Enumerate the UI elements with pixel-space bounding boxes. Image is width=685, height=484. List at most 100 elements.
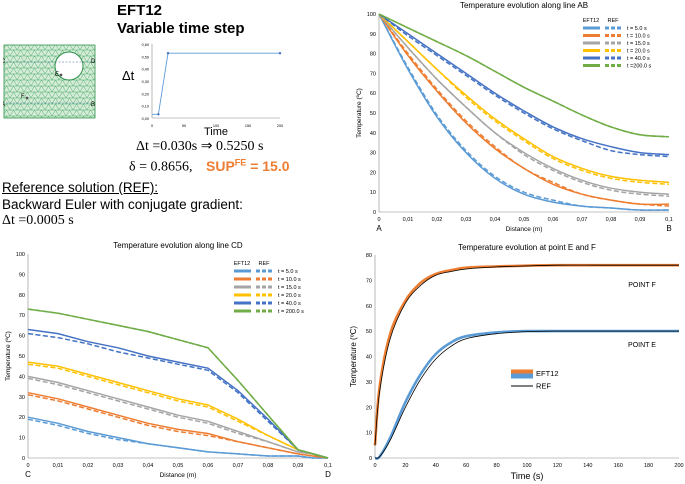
ab-series-t40-ref xyxy=(378,13,670,158)
ab-ytick: 50 xyxy=(370,111,376,117)
cd-series-t10-eft12 xyxy=(27,391,329,459)
reference-dt: Δt =0.0005 s xyxy=(2,213,74,228)
ab-end-label-end: B xyxy=(666,224,671,233)
cd-ytick: 100 xyxy=(16,252,25,258)
ab-series-t10-eft12 xyxy=(378,13,670,206)
mesh-label-d: D xyxy=(91,59,96,65)
cd-legend-label: t = 10.0 s xyxy=(278,277,301,283)
cd-xtick: 0,08 xyxy=(263,463,274,469)
page-subtitle: Variable time step xyxy=(117,20,245,37)
cd-xtick: 0,07 xyxy=(233,463,244,469)
ab-end-label-start: A xyxy=(376,224,382,233)
dt-mini-ytick: 0,00 xyxy=(142,117,149,121)
ab-xtick: 0,06 xyxy=(548,217,559,223)
ab-legend-label: t = 20.0 s xyxy=(627,49,650,55)
cd-legend-header-ref: REF xyxy=(259,261,271,267)
cd-title: Temperature evolution along line CD xyxy=(113,241,243,250)
ab-ylabel: Temperature (ºC) xyxy=(356,88,363,138)
dt-mini-ytick: 0,20 xyxy=(142,92,149,96)
cd-ytick: 20 xyxy=(19,415,25,421)
reference-heading: Reference solution (REF): xyxy=(2,180,159,195)
cd-ytick: 70 xyxy=(19,313,25,319)
ef-annotation-point-e: POINT E xyxy=(628,342,656,349)
cd-series-t15-eft12 xyxy=(27,375,329,459)
ab-series-t40-eft12 xyxy=(378,13,670,156)
ab-xtick: 0,08 xyxy=(606,217,617,223)
chart-ab: Temperature evolution along line AB 0 10 20… xyxy=(356,1,673,233)
cd-xtick: 0 xyxy=(26,463,29,469)
ef-series-f-ref xyxy=(374,264,679,446)
cd-ytick: 90 xyxy=(19,272,25,278)
ab-title: Temperature evolution along line AB xyxy=(460,1,588,10)
dt-series-point xyxy=(278,52,282,55)
sup-number: = 15.0 xyxy=(246,157,290,174)
ab-legend-label: t = 15.0 s xyxy=(627,41,650,47)
dt-mini-xtick: 100 xyxy=(213,124,219,128)
ab-series-t20-ref xyxy=(378,13,670,186)
dt-series-point xyxy=(166,52,170,55)
ef-ytick: 60 xyxy=(366,304,372,310)
sup-label: SUP xyxy=(206,157,235,174)
sup-value: SUPFE = 15.0 xyxy=(206,157,290,174)
ab-xtick: 0 xyxy=(377,217,380,223)
delta-value: δ = 0.8656, xyxy=(129,159,193,175)
cd-ytick: 50 xyxy=(19,354,25,360)
cd-legend-label: t = 200.0 s xyxy=(278,309,304,315)
ab-xtick: 0,04 xyxy=(490,217,501,223)
cd-xtick: 0,02 xyxy=(83,463,94,469)
ab-series-t15-ref xyxy=(378,13,670,197)
cd-ytick: 0 xyxy=(22,456,25,462)
cd-legend-label: t = 20.0 s xyxy=(278,293,301,299)
chart-cd: Temperature evolution along line CD 0 10 20… xyxy=(5,241,332,479)
cd-xtick: 0,09 xyxy=(293,463,304,469)
cd-xtick: 0,01 xyxy=(53,463,64,469)
ef-legend-label-eft12: EFT12 xyxy=(536,369,559,378)
dt-equation: Δt =0.030s ⇒ 0.5250 s xyxy=(136,139,264,154)
cd-legend-label: t = 15.0 s xyxy=(278,285,301,291)
ab-ytick: 40 xyxy=(370,131,376,137)
ab-ytick: 90 xyxy=(370,32,376,38)
cd-series-t200-eft12 xyxy=(27,308,329,459)
cd-series-t20-eft12 xyxy=(27,361,329,459)
page-title: EFT12 xyxy=(117,2,163,19)
cd-xtick: 0,03 xyxy=(113,463,124,469)
dt-mini-ytick: 0,40 xyxy=(142,68,149,72)
ef-ytick: 30 xyxy=(366,380,372,386)
ef-legend-swatch-orange xyxy=(511,369,533,376)
dt-series-point xyxy=(157,113,160,116)
ab-ytick: 60 xyxy=(370,91,376,97)
sup-superscript: FE xyxy=(234,157,247,167)
ef-xtick: 100 xyxy=(522,463,531,469)
cd-ytick: 40 xyxy=(19,374,25,380)
ab-series-t200-eft12 xyxy=(378,13,670,138)
ef-ytick: 50 xyxy=(366,329,372,335)
ab-series-t20-eft12 xyxy=(378,13,670,184)
cd-series-t5-ref xyxy=(27,418,328,459)
ef-legend-label-ref: REF xyxy=(536,382,551,391)
cd-xtick: 0,05 xyxy=(173,463,184,469)
ef-series-e-ref xyxy=(374,330,679,459)
ef-ylabel: Temperature (ºC) xyxy=(349,326,358,387)
ab-legend-label: t =200.0 s xyxy=(627,64,652,70)
cd-xtick: 0,1 xyxy=(324,463,332,469)
ef-ytick: 40 xyxy=(366,355,372,361)
dt-ylabel: Δt xyxy=(122,68,135,83)
ab-legend-label: t = 10.0 s xyxy=(627,34,650,40)
ef-xtick: 0 xyxy=(373,463,376,469)
ef-xtick: 160 xyxy=(614,463,623,469)
ab-legend-label: t = 40.0 s xyxy=(627,56,650,62)
ef-xtick: 200 xyxy=(674,463,683,469)
ab-legend-header-ref: REF xyxy=(608,18,620,24)
chart-ef: Temperature evolution at point E and F 0 1… xyxy=(349,243,684,481)
ef-ytick: 80 xyxy=(366,253,372,259)
dt-mini-ytick: 0,50 xyxy=(142,55,149,59)
cd-ylabel: Temperature (ºC) xyxy=(5,331,12,381)
cd-series-t20-ref xyxy=(27,363,329,459)
ab-xtick: 0,05 xyxy=(519,217,530,223)
cd-series-t15-ref xyxy=(27,377,329,459)
cd-end-label-start: C xyxy=(25,470,31,479)
dt-mini-xtick: 150 xyxy=(245,124,251,128)
ef-xtick: 180 xyxy=(644,463,653,469)
mesh-label-a: A xyxy=(3,102,5,108)
ef-xtick: 20 xyxy=(402,463,408,469)
